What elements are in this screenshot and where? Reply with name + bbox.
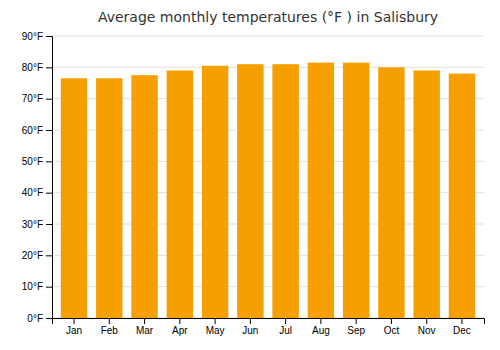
tick-mark: [46, 67, 52, 68]
tick: 50°F: [22, 156, 52, 167]
tick-label: Sep: [347, 325, 365, 336]
tick: Apr: [172, 318, 188, 336]
tick-label: Jul: [279, 325, 292, 336]
bar: [272, 64, 298, 318]
tick: May: [206, 318, 225, 336]
tick-label: 20°F: [22, 250, 43, 261]
tick-mark: [109, 318, 110, 324]
axis-line: [53, 319, 485, 325]
tick-label: Feb: [101, 325, 119, 336]
bar: [343, 63, 369, 318]
bar: [449, 74, 475, 318]
tick: 60°F: [22, 125, 52, 136]
tick-mark: [46, 287, 52, 288]
bar: [61, 78, 87, 318]
tick: Aug: [312, 318, 330, 336]
tick: Oct: [384, 318, 400, 336]
tick-mark: [426, 318, 427, 324]
tick-mark: [391, 318, 392, 324]
tick: 40°F: [22, 187, 52, 198]
axis-line: [46, 37, 53, 319]
tick-mark: [46, 99, 52, 100]
tick-mark: [215, 318, 216, 324]
tick-label: May: [206, 325, 225, 336]
bar: [167, 70, 193, 318]
bar: [202, 66, 228, 318]
tick-label: 70°F: [22, 93, 43, 104]
grid-line: [52, 36, 484, 37]
tick-label: 50°F: [22, 156, 43, 167]
y-axis: 0°F 10°F 20°F 30°F 40°F 50°F 60°F 70°F 80°F 90°F: [22, 31, 53, 324]
tick-mark: [320, 318, 321, 324]
tick: 10°F: [22, 281, 52, 292]
tick-label: 80°F: [22, 62, 43, 73]
x-axis: Jan Feb Mar Apr May Jun Jul Aug Sep Oct Nov Dec: [53, 318, 485, 336]
bar: [378, 67, 404, 318]
tick-label: Oct: [384, 325, 400, 336]
tick-mark: [46, 161, 52, 162]
tick: 80°F: [22, 62, 52, 73]
bar: [96, 78, 122, 318]
tick: Mar: [136, 318, 154, 336]
tick: 70°F: [22, 93, 52, 104]
grid-line: [52, 67, 484, 68]
grid: [52, 36, 484, 318]
tick: 30°F: [22, 219, 52, 230]
tick-mark: [46, 224, 52, 225]
tick: 20°F: [22, 250, 52, 261]
tick-mark: [46, 130, 52, 131]
tick-mark: [46, 255, 52, 256]
tick-label: 60°F: [22, 125, 43, 136]
bar: [308, 63, 334, 318]
tick-label: 90°F: [22, 31, 43, 42]
tick-mark: [144, 318, 145, 324]
tick: Jan: [66, 318, 82, 336]
tick-mark: [179, 318, 180, 324]
tick-label: Aug: [312, 325, 330, 336]
tick-label: Nov: [418, 325, 436, 336]
tick-label: 10°F: [22, 281, 43, 292]
tick-mark: [46, 193, 52, 194]
tick-label: Dec: [453, 325, 471, 336]
tick-label: 40°F: [22, 187, 43, 198]
tick-label: 0°F: [27, 313, 43, 324]
bar: [237, 64, 263, 318]
tick: Jun: [242, 318, 258, 336]
tick-mark: [46, 36, 52, 37]
tick: Feb: [101, 318, 119, 336]
chart: Average monthly temperatures (°F ) in Sa…: [0, 0, 500, 350]
tick-mark: [461, 318, 462, 324]
tick-mark: [285, 318, 286, 324]
tick: 90°F: [22, 31, 52, 42]
bar: [131, 75, 157, 318]
tick: 0°F: [27, 313, 52, 324]
bar: [413, 70, 439, 318]
tick-mark: [46, 318, 52, 319]
title: Average monthly temperatures (°F ) in Sa…: [98, 9, 438, 25]
tick-mark: [356, 318, 357, 324]
tick: Dec: [453, 318, 471, 336]
tick-label: Jan: [66, 325, 82, 336]
plot: 0°F 10°F 20°F 30°F 40°F 50°F 60°F 70°F 80°F 90°F J…: [22, 31, 485, 336]
tick-label: Mar: [136, 325, 154, 336]
tick: Jul: [279, 318, 292, 336]
tick-mark: [250, 318, 251, 324]
tick-label: Jun: [242, 325, 258, 336]
bars: [61, 63, 475, 318]
tick: Sep: [347, 318, 365, 336]
tick: Nov: [418, 318, 436, 336]
tick-mark: [74, 318, 75, 324]
tick-label: 30°F: [22, 219, 43, 230]
tick-label: Apr: [172, 325, 188, 336]
